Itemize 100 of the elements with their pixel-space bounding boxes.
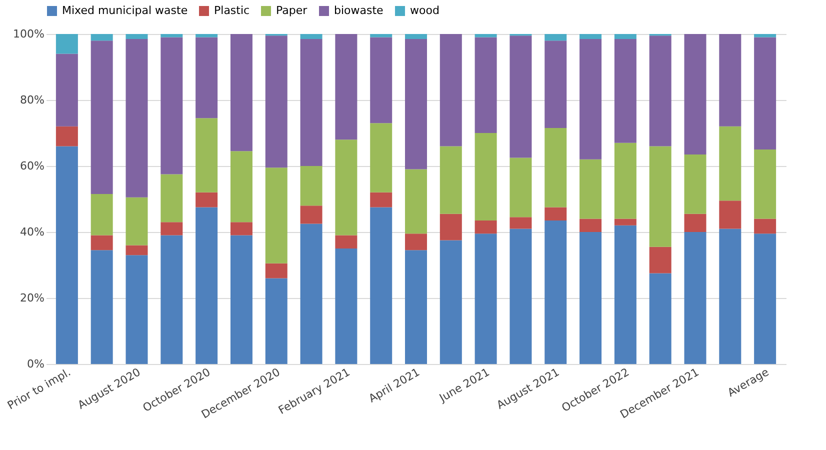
bar (56, 146, 78, 364)
legend-label: biowaste (334, 4, 384, 17)
bar (474, 34, 497, 38)
bar (684, 154, 706, 214)
bar (474, 234, 497, 364)
bar (370, 207, 392, 364)
bar (510, 217, 532, 229)
bar (126, 245, 148, 256)
bar (440, 34, 462, 146)
bar (56, 34, 78, 54)
bar (160, 222, 183, 236)
bar (230, 151, 252, 222)
legend-label: Plastic (214, 4, 250, 17)
y-tick-label: 40% (20, 226, 44, 238)
bar (544, 128, 567, 208)
bar (160, 235, 183, 364)
bar (719, 34, 742, 126)
bar (335, 235, 358, 248)
bar (544, 34, 567, 41)
bar (510, 228, 532, 364)
bar (649, 246, 672, 274)
bar (405, 234, 427, 250)
bar (544, 40, 567, 128)
bar (126, 34, 148, 39)
bar (684, 232, 706, 364)
bar (300, 206, 322, 224)
bar (684, 34, 706, 154)
bar (196, 37, 218, 118)
bar (126, 197, 148, 246)
bar (719, 228, 742, 364)
bar (90, 194, 113, 236)
bar (335, 34, 358, 140)
bar (265, 278, 288, 364)
bar (719, 200, 742, 229)
y-tick-label: 100% (13, 28, 44, 40)
bar (230, 222, 252, 236)
bar (370, 123, 392, 192)
bar (126, 255, 148, 364)
bar (754, 34, 776, 38)
bar (754, 234, 776, 364)
bar (196, 207, 218, 364)
bar (580, 38, 602, 160)
bar (614, 34, 636, 39)
bar (614, 142, 636, 219)
bar (265, 36, 288, 168)
bar (265, 263, 288, 278)
bar (160, 34, 183, 38)
bar (649, 36, 672, 146)
bar (90, 34, 113, 41)
bar (405, 38, 427, 170)
bar (440, 240, 462, 364)
bar (440, 146, 462, 214)
bar (580, 232, 602, 364)
bar (335, 248, 358, 364)
bar (405, 169, 427, 234)
bar (614, 38, 636, 143)
bar (56, 54, 78, 126)
bar (440, 214, 462, 240)
bar (580, 34, 602, 39)
bar (370, 34, 392, 38)
bar (580, 159, 602, 219)
bar (474, 220, 497, 234)
bar (405, 34, 427, 39)
y-tick-label: 80% (20, 94, 44, 106)
bar (160, 174, 183, 222)
bar (614, 218, 636, 226)
y-tick-label: 0% (27, 358, 44, 370)
bar (300, 34, 322, 39)
bar (614, 225, 636, 364)
legend-label: Paper (276, 4, 308, 17)
bar (126, 38, 148, 198)
bar (580, 218, 602, 232)
bar (335, 140, 358, 236)
bar (754, 150, 776, 219)
bar (649, 273, 672, 364)
bar (544, 207, 567, 220)
bar (754, 218, 776, 234)
bar (649, 146, 672, 247)
bar (90, 235, 113, 250)
bar (370, 192, 392, 208)
bar (544, 220, 567, 364)
bar (510, 158, 532, 218)
bar (160, 37, 183, 174)
bar (719, 126, 742, 201)
bar (196, 192, 218, 208)
bar (196, 118, 218, 192)
bar (474, 133, 497, 220)
bar (405, 250, 427, 364)
bar (300, 38, 322, 166)
y-tick-label: 60% (20, 160, 44, 172)
legend-label: Mixed municipal waste (62, 4, 188, 17)
bar (754, 37, 776, 150)
bar (474, 37, 497, 133)
bar (300, 166, 322, 206)
bar (230, 34, 252, 152)
bar (196, 34, 218, 38)
bar (90, 250, 113, 364)
bar (90, 40, 113, 194)
bar (684, 214, 706, 232)
bar (230, 235, 252, 364)
